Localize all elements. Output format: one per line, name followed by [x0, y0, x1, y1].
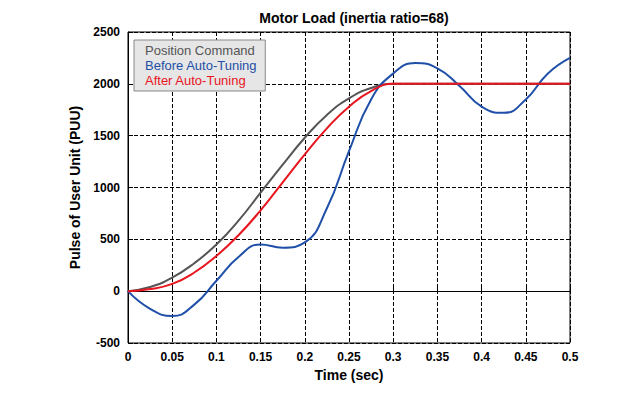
- svg-text:1000: 1000: [93, 181, 120, 195]
- svg-text:Time (sec): Time (sec): [315, 367, 384, 383]
- svg-text:0.35: 0.35: [426, 350, 450, 364]
- svg-text:0.4: 0.4: [473, 350, 490, 364]
- svg-text:0: 0: [113, 284, 120, 298]
- svg-text:Position Command: Position Command: [145, 43, 255, 58]
- svg-text:500: 500: [100, 232, 120, 246]
- svg-text:0.1: 0.1: [208, 350, 225, 364]
- svg-text:-500: -500: [96, 336, 120, 350]
- svg-text:Motor Load (inertia ratio=68): Motor Load (inertia ratio=68): [259, 10, 448, 26]
- svg-text:0.5: 0.5: [562, 350, 579, 364]
- svg-text:2000: 2000: [93, 77, 120, 91]
- svg-text:0.05: 0.05: [161, 350, 185, 364]
- svg-text:After Auto-Tuning: After Auto-Tuning: [145, 73, 246, 88]
- svg-text:0.15: 0.15: [249, 350, 273, 364]
- svg-text:Pulse of User Unit (PUU): Pulse of User Unit (PUU): [67, 106, 83, 269]
- svg-text:0.45: 0.45: [514, 350, 538, 364]
- svg-text:Before Auto-Tuning: Before Auto-Tuning: [145, 58, 257, 73]
- svg-text:0.3: 0.3: [385, 350, 402, 364]
- svg-text:1500: 1500: [93, 129, 120, 143]
- svg-text:0.2: 0.2: [296, 350, 313, 364]
- svg-text:0.25: 0.25: [337, 350, 361, 364]
- svg-text:2500: 2500: [93, 25, 120, 39]
- svg-text:0: 0: [125, 350, 132, 364]
